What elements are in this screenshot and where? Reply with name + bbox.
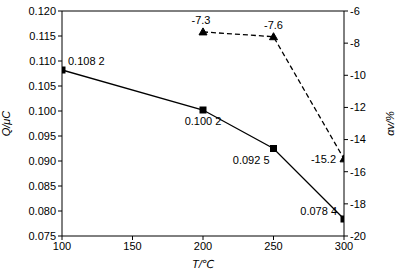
svg-text:0.095: 0.095 [28, 130, 56, 142]
svg-text:-16: -16 [350, 166, 366, 178]
svg-text:-10: -10 [350, 69, 366, 81]
svg-text:0.110: 0.110 [29, 55, 56, 67]
svg-text:0.115: 0.115 [29, 30, 56, 42]
svg-text:0.120: 0.120 [28, 5, 56, 17]
svg-text:Q/μC: Q/μC [8, 111, 12, 137]
svg-text:-12: -12 [350, 101, 366, 113]
svg-text:-6: -6 [350, 5, 360, 17]
svg-text:0.085: 0.085 [28, 180, 56, 192]
svg-text:100: 100 [52, 239, 72, 252]
svg-text:0.105: 0.105 [28, 80, 56, 92]
svg-text:-7.3: -7.3 [192, 14, 211, 26]
svg-text:T/℃: T/℃ [192, 258, 215, 270]
svg-text:0.080: 0.080 [28, 205, 56, 217]
svg-text:0.092 5: 0.092 5 [233, 154, 270, 166]
svg-text:0.100: 0.100 [28, 105, 56, 117]
svg-text:-20: -20 [350, 230, 366, 242]
svg-text:0.108 2: 0.108 2 [68, 55, 105, 67]
svg-text:200: 200 [194, 240, 212, 252]
svg-text:0.075: 0.075 [28, 230, 56, 242]
svg-text:0.078 4: 0.078 4 [300, 205, 337, 217]
svg-text:αv/%: αv/% [384, 111, 388, 136]
svg-text:-18: -18 [350, 198, 366, 210]
svg-text:-15.2: -15.2 [311, 153, 336, 165]
svg-text:0.100 2: 0.100 2 [185, 115, 222, 127]
svg-text:-8: -8 [350, 37, 360, 49]
svg-text:-7.6: -7.6 [264, 19, 283, 31]
svg-text:0.090: 0.090 [28, 155, 56, 167]
svg-text:300: 300 [334, 239, 354, 252]
svg-text:150: 150 [123, 240, 141, 252]
svg-text:-14: -14 [350, 133, 366, 145]
svg-text:250: 250 [264, 240, 282, 252]
